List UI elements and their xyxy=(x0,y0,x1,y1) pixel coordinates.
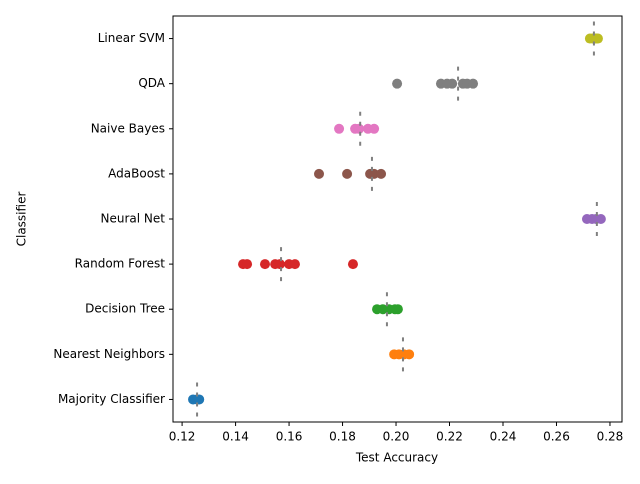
y-tick-label: AdaBoost xyxy=(108,166,165,180)
point xyxy=(334,123,345,134)
y-tick-label: Linear SVM xyxy=(98,31,165,45)
point xyxy=(242,259,253,270)
point xyxy=(595,214,606,224)
y-tick-label: Random Forest xyxy=(75,257,166,271)
y-tick-label: Naive Bayes xyxy=(91,121,165,135)
point xyxy=(314,168,325,179)
point xyxy=(342,168,353,179)
x-tick-label: 0.18 xyxy=(329,430,356,444)
point xyxy=(447,78,458,89)
y-tick-label: Neural Net xyxy=(101,212,166,226)
y-tick-label: QDA xyxy=(138,76,165,90)
x-tick-label: 0.28 xyxy=(597,430,624,444)
point xyxy=(289,259,300,270)
point xyxy=(274,259,285,270)
y-axis-label: Classifier xyxy=(15,192,29,247)
y-tick-label: Majority Classifier xyxy=(58,392,165,406)
point xyxy=(404,349,415,360)
point xyxy=(354,123,365,134)
point xyxy=(369,168,380,179)
point xyxy=(468,78,479,89)
x-tick-label: 0.12 xyxy=(169,430,196,444)
x-tick-label: 0.24 xyxy=(490,430,517,444)
point xyxy=(259,259,270,270)
plot-frame xyxy=(172,15,623,423)
y-tick-label: Nearest Neighbors xyxy=(53,347,165,361)
x-tick-label: 0.26 xyxy=(543,430,570,444)
x-axis-label: Test Accuracy xyxy=(355,451,438,465)
point xyxy=(392,78,403,89)
y-tick-label: Decision Tree xyxy=(85,302,165,316)
x-tick-label: 0.22 xyxy=(436,430,463,444)
point xyxy=(369,123,380,134)
x-tick-label: 0.20 xyxy=(383,430,410,444)
point xyxy=(392,304,403,315)
point xyxy=(592,33,603,44)
x-tick-label: 0.16 xyxy=(276,430,303,444)
point xyxy=(347,259,358,270)
point xyxy=(376,168,387,179)
x-tick-label: 0.14 xyxy=(222,430,249,444)
point xyxy=(194,394,205,405)
